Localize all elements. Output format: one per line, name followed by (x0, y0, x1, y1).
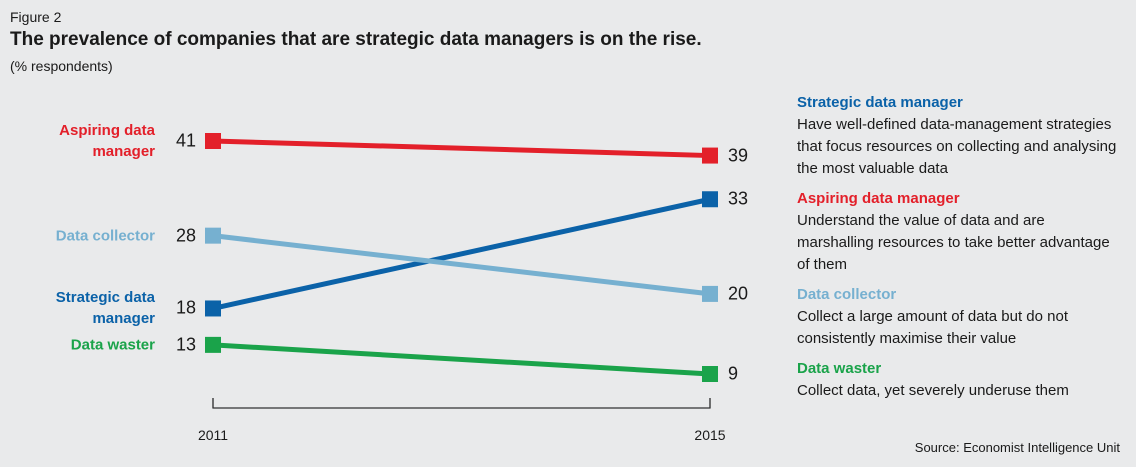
legend-description: Have well-defined data-management strate… (797, 116, 1117, 177)
legend-item: Data collector Collect a large amount of … (797, 284, 1117, 350)
series-line (212, 138, 711, 159)
marker (205, 227, 221, 244)
value-label: 41 (175, 130, 196, 151)
value-label: 9 (728, 363, 739, 384)
value-label: 39 (728, 145, 749, 166)
series-label: Aspiring data manager (59, 122, 155, 160)
legend-name: Strategic data manager (797, 94, 963, 111)
series-label: Data waster (70, 336, 155, 354)
legend-name: Data collector (797, 286, 897, 303)
marker (205, 300, 221, 317)
marker (702, 147, 718, 164)
legend-item: Data waster Collect data, yet severely un… (797, 358, 1117, 402)
legend-item: Aspiring data manager Understand the valu… (797, 188, 1117, 276)
legend: Strategic data manager Have well-defined … (797, 92, 1117, 410)
legend-description: Understand the value of data and are mar… (797, 212, 1110, 273)
legend-item: Strategic data manager Have well-defined … (797, 92, 1117, 180)
chart-title: The prevalence of companies that are str… (10, 29, 702, 50)
series-line (212, 196, 711, 311)
value-label: 18 (175, 297, 196, 318)
marker (205, 336, 221, 353)
legend-name: Data waster (797, 360, 882, 377)
value-label: 20 (728, 283, 749, 304)
x-tick-label: 2015 (694, 427, 726, 443)
marker (702, 366, 718, 382)
source: Source: Economist Intelligence Unit (914, 440, 1120, 455)
legend-name: Aspiring data manager (797, 190, 960, 207)
legend-description: Collect data, yet severely underuse them (797, 382, 1069, 399)
value-label: 28 (175, 225, 196, 246)
marker (205, 133, 221, 149)
x-axis-bracket (212, 398, 711, 409)
marker (702, 191, 718, 208)
legend-description: Collect a large amount of data but do no… (797, 308, 1069, 347)
series-line (212, 233, 711, 297)
series-label: Data collector (55, 227, 155, 245)
x-tick-label: 2011 (197, 427, 229, 443)
figure-label: Figure 2 (10, 9, 62, 25)
series-line (212, 342, 711, 377)
series-label: Strategic data manager (55, 289, 155, 328)
value-label: 33 (728, 188, 749, 209)
chart-subtitle: (% respondents) (10, 58, 113, 74)
value-label: 13 (175, 334, 196, 355)
marker (702, 285, 718, 302)
